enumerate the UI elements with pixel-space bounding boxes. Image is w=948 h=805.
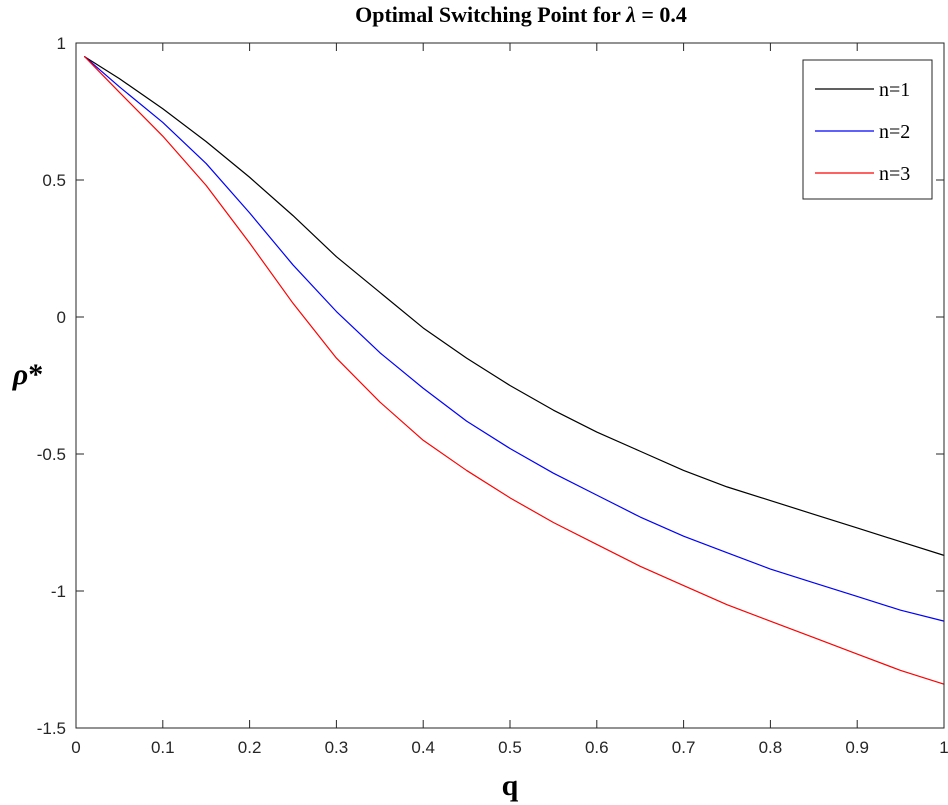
y-tick-label: 0.5: [42, 171, 66, 190]
legend: n=1 n=2 n=3: [802, 59, 933, 200]
x-tick-label: 0.5: [498, 738, 522, 757]
chart-title: Optimal Switching Point for λ = 0.4: [355, 2, 687, 27]
y-axis-label-symbol: ρ: [12, 358, 28, 391]
x-tick-labels: 0 0.1 0.2 0.3 0.4 0.5 0.6 0.7 0.8 0.9 1: [71, 738, 948, 757]
y-tick-label: -1: [51, 582, 66, 601]
chart-title-main: Optimal Switching Point for: [355, 2, 626, 27]
x-tick-label: 0.6: [585, 738, 609, 757]
series-line-n=2: [84, 56, 945, 622]
y-tick-labels: -1.5 -1 -0.5 0 0.5 1: [37, 34, 66, 738]
y-axis-label: ρ*: [12, 358, 43, 391]
y-tick-label: -1.5: [37, 719, 66, 738]
y-tick-label: -0.5: [37, 445, 66, 464]
legend-box: [802, 59, 933, 200]
legend-label: n=3: [879, 163, 910, 185]
plot-frame: [75, 42, 945, 729]
legend-label: n=2: [879, 121, 910, 143]
y-tick-label: 0: [57, 308, 66, 327]
series-lines: [84, 56, 945, 685]
chart-title-tail: = 0.4: [636, 2, 687, 27]
x-axis-label: q: [502, 769, 519, 802]
legend-items: n=1 n=2 n=3: [815, 79, 910, 185]
x-tick-label: 0.4: [411, 738, 435, 757]
x-tick-label: 0.3: [325, 738, 349, 757]
x-tick-label: 0: [71, 738, 80, 757]
x-tick-label: 1: [939, 738, 948, 757]
legend-label: n=1: [879, 79, 910, 101]
chart-title-symbol: λ: [625, 2, 636, 27]
y-tick-label: 1: [57, 34, 66, 53]
x-tick-label: 0.2: [238, 738, 262, 757]
y-axis-label-suffix: *: [28, 358, 43, 391]
x-tick-label: 0.9: [845, 738, 869, 757]
series-line-n=3: [84, 56, 945, 685]
x-tick-label: 0.8: [759, 738, 783, 757]
series-line-n=1: [84, 56, 945, 556]
x-tick-label: 0.1: [151, 738, 175, 757]
x-tick-label: 0.7: [672, 738, 696, 757]
